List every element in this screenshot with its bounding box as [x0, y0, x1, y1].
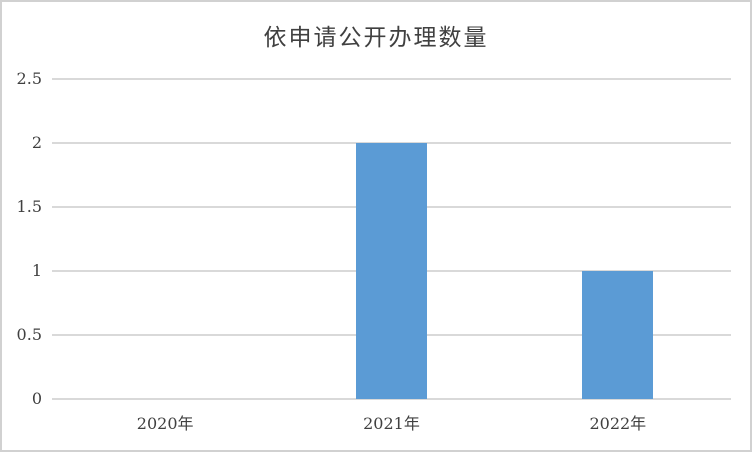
- y-axis-label: 2.5: [16, 69, 42, 88]
- y-axis-label: 1: [31, 261, 42, 280]
- x-axis-label: 2022年: [589, 414, 647, 433]
- x-axis-label: 2020年: [136, 414, 194, 433]
- bar-2022年: [582, 271, 654, 399]
- y-axis-label: 0: [31, 389, 42, 408]
- chart-title: 依申请公开办理数量: [263, 25, 489, 51]
- x-axis-label: 2021年: [363, 414, 420, 433]
- x-axis-line: [52, 398, 731, 400]
- plot-area: [52, 78, 731, 400]
- y-axis-label: 2: [31, 133, 42, 152]
- y-axis-label: 1.5: [16, 197, 42, 216]
- bar-2021年: [356, 143, 427, 399]
- y-axis-label: 0.5: [16, 325, 42, 344]
- gridline: [52, 78, 731, 80]
